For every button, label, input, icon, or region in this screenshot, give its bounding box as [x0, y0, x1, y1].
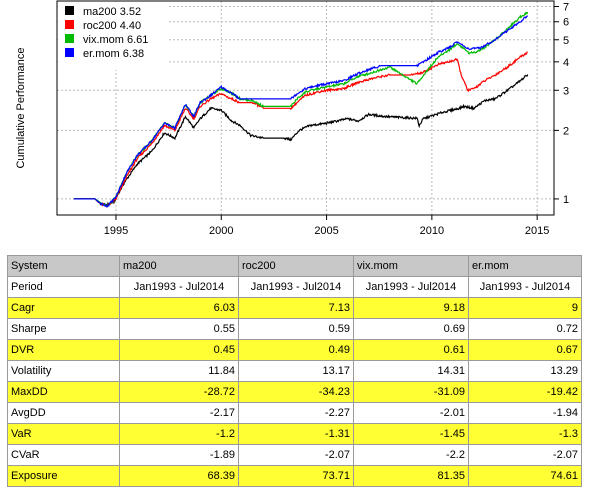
- series-line-ma200: [73, 74, 529, 207]
- table-cell: 0.69: [353, 318, 469, 340]
- row-label: Exposure: [7, 465, 120, 487]
- table-cell: -2.17: [119, 402, 239, 424]
- legend-box: [58, 2, 169, 70]
- x-tick-label: 2005: [314, 225, 338, 237]
- table-cell: -2.27: [238, 402, 354, 424]
- x-tick-label: 1995: [104, 225, 128, 237]
- table-cell: 0.55: [119, 318, 239, 340]
- table-row: Cagr 6.03 7.13 9.18 9: [7, 297, 582, 319]
- plot-box: [56, 0, 555, 216]
- legend-label: er.mom 6.38: [83, 48, 144, 60]
- row-label: MaxDD: [7, 381, 120, 403]
- legend-label: ma200 3.52: [83, 6, 141, 18]
- row-label: CVaR: [7, 444, 120, 466]
- legend-label: vix.mom 6.61: [83, 34, 148, 46]
- table-cell: Jan1993 - Jul2014: [238, 276, 354, 298]
- series-line-er-mom: [73, 15, 529, 208]
- table-cell: -31.09: [353, 381, 469, 403]
- table-row: Volatility 11.84 13.17 14.31 13.29: [7, 360, 582, 382]
- table-row: MaxDD -28.72 -34.23 -31.09 -19.42: [7, 381, 582, 403]
- table-cell: Jan1993 - Jul2014: [119, 276, 239, 298]
- x-tick-label: 2010: [420, 225, 444, 237]
- chart-svg: 1995 2000 2005 2010 2015 1 2 3 4 5 6 7 Cumulative Pe…: [15, 0, 569, 237]
- table-cell: 14.31: [353, 360, 469, 382]
- legend-swatch: [65, 6, 74, 15]
- table-row: VaR -1.2 -1.31 -1.45 -1.3: [7, 423, 582, 445]
- table-cell: 7.13: [238, 297, 354, 319]
- legend-swatch: [65, 20, 74, 29]
- table-cell: 0.49: [238, 339, 354, 361]
- table-row: DVR 0.45 0.49 0.61 0.67: [7, 339, 582, 361]
- table-cell: -2.07: [468, 444, 582, 466]
- row-label: AvgDD: [7, 402, 120, 424]
- row-label: DVR: [7, 339, 120, 361]
- legend-swatch: [65, 34, 74, 43]
- table-row: Period Jan1993 - Jul2014 Jan1993 - Jul2014…: [7, 276, 582, 298]
- table-header-row: System ma200 roc200 vix.mom er.mom: [7, 255, 582, 277]
- table-header-cell: roc200: [238, 255, 354, 277]
- performance-table: System ma200 roc200 vix.mom er.mom Period Jan1…: [7, 255, 582, 487]
- legend-swatch: [65, 48, 74, 57]
- row-label: Period: [7, 276, 120, 298]
- table-cell: Jan1993 - Jul2014: [353, 276, 469, 298]
- row-label: Volatility: [7, 360, 120, 382]
- table-header-cell: vix.mom: [353, 255, 469, 277]
- y-tick-label: 1: [563, 194, 569, 206]
- table-cell: -2.07: [238, 444, 354, 466]
- table-cell: 74.61: [468, 465, 582, 487]
- table-row: Exposure 68.39 73.71 81.35 74.61: [7, 465, 582, 487]
- table-cell: 0.61: [353, 339, 469, 361]
- table-cell: Jan1993 - Jul2014: [468, 276, 582, 298]
- performance-chart: 1995 2000 2005 2010 2015 1 2 3 4 5 6 7 Cumulative Pe…: [15, 0, 569, 237]
- table-row: Sharpe 0.55 0.59 0.69 0.72: [7, 318, 582, 340]
- y-tick-label: 6: [563, 17, 569, 29]
- y-tick-label: 3: [563, 85, 569, 97]
- table-cell: -1.89: [119, 444, 239, 466]
- row-label: Cagr: [7, 297, 120, 319]
- table-header-system: System: [7, 255, 120, 277]
- y-tick-label: 5: [563, 35, 569, 47]
- x-tick-label: 2015: [525, 225, 549, 237]
- x-tick-label: 2000: [209, 225, 233, 237]
- legend-label: roc200 4.40: [83, 20, 141, 32]
- table-row: AvgDD -2.17 -2.27 -2.01 -1.94: [7, 402, 582, 424]
- table-header-cell: er.mom: [468, 255, 582, 277]
- series-line-roc200: [73, 51, 528, 208]
- table-cell: -1.2: [119, 423, 239, 445]
- y-tick-label: 7: [563, 1, 569, 13]
- table-cell: 6.03: [119, 297, 239, 319]
- table-cell: 68.39: [119, 465, 239, 487]
- y-tick-label: 4: [563, 57, 569, 69]
- table-header-cell: ma200: [119, 255, 239, 277]
- row-label: VaR: [7, 423, 120, 445]
- table-cell: 73.71: [238, 465, 354, 487]
- table-cell: 13.29: [468, 360, 582, 382]
- table-cell: 0.45: [119, 339, 239, 361]
- table-row: CVaR -1.89 -2.07 -2.2 -2.07: [7, 444, 582, 466]
- table-cell: 9.18: [353, 297, 469, 319]
- table-cell: 0.72: [468, 318, 582, 340]
- row-label: Sharpe: [7, 318, 120, 340]
- table-cell: -28.72: [119, 381, 239, 403]
- table-cell: -1.3: [468, 423, 582, 445]
- table-cell: 9: [468, 297, 582, 319]
- table-cell: 0.67: [468, 339, 582, 361]
- table-cell: 0.59: [238, 318, 354, 340]
- table-cell: 11.84: [119, 360, 239, 382]
- table-cell: -19.42: [468, 381, 582, 403]
- y-tick-label: 2: [563, 125, 569, 137]
- table-cell: -1.31: [238, 423, 354, 445]
- table-cell: 81.35: [353, 465, 469, 487]
- table-cell: -1.45: [353, 423, 469, 445]
- table-cell: -2.01: [353, 402, 469, 424]
- table-cell: -2.2: [353, 444, 469, 466]
- table-cell: -1.94: [468, 402, 582, 424]
- table-cell: -34.23: [238, 381, 354, 403]
- table-cell: 13.17: [238, 360, 354, 382]
- y-axis-label: Cumulative Performance: [15, 47, 27, 168]
